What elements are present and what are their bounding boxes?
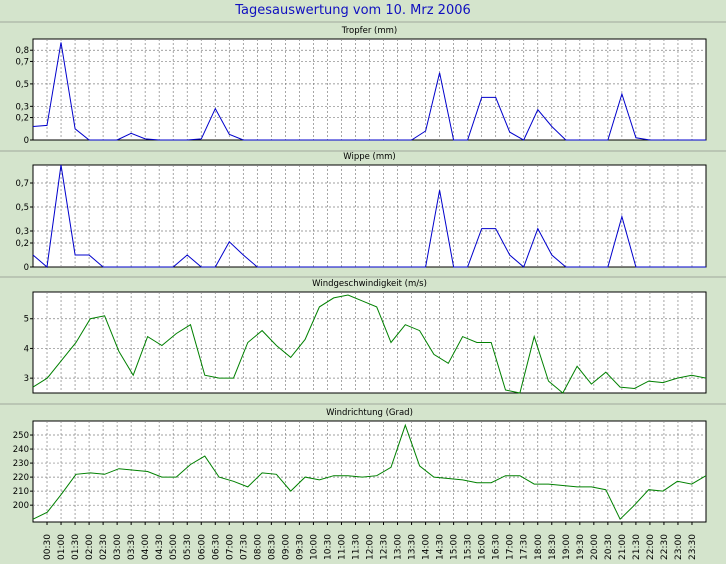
y-tick-label: 0,5 — [15, 203, 29, 213]
panel-title: Windgeschwindigkeit (m/s) — [312, 279, 427, 289]
x-tick-label: 07:00 — [225, 534, 235, 560]
x-tick-label: 10:00 — [309, 534, 319, 560]
x-tick-label: 04:30 — [155, 534, 165, 560]
y-tick-label: 250 — [13, 431, 29, 441]
x-tick-label: 18:00 — [534, 534, 544, 560]
x-tick-label: 13:30 — [408, 534, 418, 560]
x-tick-label: 00:30 — [43, 534, 53, 560]
x-tick-label: 12:00 — [366, 534, 376, 560]
x-tick-label: 02:00 — [85, 534, 95, 560]
x-tick-label: 08:30 — [267, 534, 277, 560]
chart-panel-3: Windgeschwindigkeit (m/s) 3 4 5 — [24, 279, 707, 394]
y-tick-label: 220 — [13, 473, 29, 483]
y-tick-label: 200 — [13, 501, 29, 511]
x-tick-label: 03:30 — [127, 534, 137, 560]
x-tick-label: 12:30 — [380, 534, 390, 560]
x-tick-label: 10:30 — [323, 534, 333, 560]
x-tick-label: 14:30 — [436, 534, 446, 560]
x-tick-label: 09:30 — [295, 534, 305, 560]
x-tick-label: 21:00 — [618, 534, 628, 560]
x-tick-label: 20:00 — [590, 534, 600, 560]
x-tick-label: 23:30 — [688, 534, 698, 560]
chart-panel-4: Windrichtung (Grad) 200 210 220 230 240 250 — [13, 408, 707, 523]
y-tick-label: 0,3 — [15, 102, 29, 112]
y-tick-label: 4 — [24, 344, 29, 354]
y-tick-label: 0,3 — [15, 227, 29, 237]
y-tick-label: 210 — [13, 487, 29, 497]
x-tick-label: 01:00 — [57, 534, 67, 560]
series-line — [32, 423, 707, 521]
x-tick-label: 07:30 — [239, 534, 249, 560]
x-tick-label: 16:00 — [478, 534, 488, 560]
x-tick-label: 11:00 — [337, 534, 347, 560]
y-tick-label: 230 — [13, 459, 29, 469]
y-tick-label: 0 — [24, 136, 29, 146]
y-tick-label: 0,2 — [15, 239, 29, 249]
x-tick-label: 04:00 — [141, 534, 151, 560]
x-tick-label: 05:30 — [183, 534, 193, 560]
panel-title: Wippe (mm) — [343, 152, 396, 162]
x-tick-label: 06:30 — [211, 534, 221, 560]
x-tick-label: 02:30 — [99, 534, 109, 560]
x-tick-label: 01:30 — [71, 534, 81, 560]
x-tick-label: 13:00 — [394, 534, 404, 560]
x-tick-label: 21:30 — [632, 534, 642, 560]
x-tick-label: 05:00 — [169, 534, 179, 560]
panel-title: Tropfer (mm) — [341, 26, 397, 36]
x-tick-label: 09:00 — [281, 534, 291, 560]
y-tick-label: 240 — [13, 445, 29, 455]
x-tick-label: 14:00 — [422, 534, 432, 560]
x-tick-label: 11:30 — [351, 534, 361, 560]
x-tick-label: 17:30 — [520, 534, 530, 560]
x-tick-label: 03:00 — [113, 534, 123, 560]
x-tick-label: 20:30 — [604, 534, 614, 560]
x-tick-label: 22:00 — [646, 534, 656, 560]
y-tick-label: 0,5 — [15, 80, 29, 90]
series-line — [32, 294, 707, 394]
x-tick-label: 15:00 — [450, 534, 460, 560]
x-tick-label: 17:00 — [506, 534, 516, 560]
x-tick-label: 19:00 — [562, 534, 572, 560]
panel-title: Windrichtung (Grad) — [326, 408, 413, 418]
y-tick-label: 0,2 — [15, 114, 29, 124]
x-tick-label: 18:30 — [548, 534, 558, 560]
x-tick-label: 08:00 — [253, 534, 263, 560]
x-tick-label: 06:00 — [197, 534, 207, 560]
page-title: Tagesauswertung vom 10. Mrz 2006 — [234, 3, 471, 18]
x-tick-label: 22:30 — [660, 534, 670, 560]
x-tick-label: 15:30 — [464, 534, 474, 560]
x-tick-label: 19:30 — [576, 534, 586, 560]
y-tick-label: 0,8 — [15, 46, 29, 56]
x-tick-label: 23:00 — [674, 534, 684, 560]
y-tick-label: 0,7 — [15, 57, 29, 67]
y-tick-label: 5 — [24, 315, 29, 325]
chart-panel-2: Wippe (mm) 0 0,2 0,3 0,5 0,7 — [15, 152, 707, 273]
y-tick-label: 0,7 — [15, 179, 29, 189]
y-tick-label: 0 — [24, 263, 29, 273]
plot-area — [32, 164, 707, 268]
x-tick-label: 16:30 — [492, 534, 502, 560]
chart-panel-1: Tropfer (mm) 0 0,2 0,3 0,5 0,70,8 — [15, 26, 707, 146]
y-tick-label: 3 — [24, 374, 29, 384]
